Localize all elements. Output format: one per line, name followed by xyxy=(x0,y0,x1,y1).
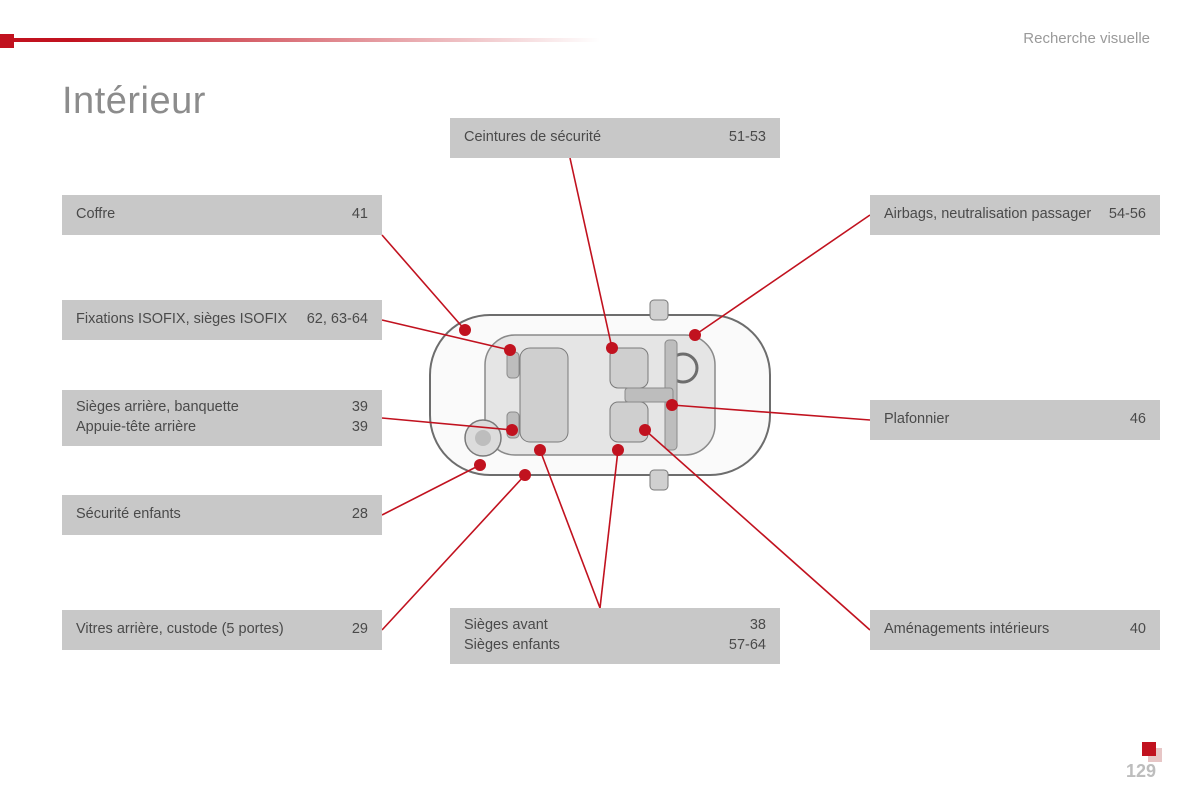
callout-isofix: Fixations ISOFIX, sièges ISOFIX 62, 63-64 xyxy=(62,300,382,340)
callout-pages: 57-64 xyxy=(729,636,766,656)
callout-airbags: Airbags, neutralisation passager 54-56 xyxy=(870,195,1160,235)
callout-label: Sièges arrière, banquette xyxy=(76,398,340,418)
callout-pages: 39 xyxy=(352,398,368,418)
callout-label: Appuie-tête arrière xyxy=(76,418,340,438)
callout-pages: 41 xyxy=(352,205,368,225)
callout-pages: 29 xyxy=(352,620,368,640)
page-corner-marker xyxy=(1142,742,1156,756)
callout-pages: 38 xyxy=(750,616,766,636)
callout-pages: 28 xyxy=(352,505,368,525)
page-title: Intérieur xyxy=(62,80,206,123)
callout-vitres-arriere: Vitres arrière, custode (5 portes) 29 xyxy=(62,610,382,650)
section-label: Recherche visuelle xyxy=(1023,30,1150,47)
callout-coffre: Coffre 41 xyxy=(62,195,382,235)
callout-label: Sièges enfants xyxy=(464,636,717,656)
callout-label: Coffre xyxy=(76,205,340,225)
callout-label: Vitres arrière, custode (5 portes) xyxy=(76,620,340,640)
callout-amenagements: Aménagements intérieurs 40 xyxy=(870,610,1160,650)
callout-label: Airbags, neutralisation passager xyxy=(884,205,1097,225)
callout-ceintures: Ceintures de sécurité 51-53 xyxy=(450,118,780,158)
callout-label: Sièges avant xyxy=(464,616,738,636)
callout-label: Ceintures de sécurité xyxy=(464,128,717,148)
callout-pages: 39 xyxy=(352,418,368,438)
page-number: 129 xyxy=(1126,761,1156,782)
callout-label: Fixations ISOFIX, sièges ISOFIX xyxy=(76,310,295,330)
callout-securite-enfants: Sécurité enfants 28 xyxy=(62,495,382,535)
callout-pages: 62, 63-64 xyxy=(307,310,368,330)
callout-sieges-arriere: Sièges arrière, banquette 39 Appuie-tête a… xyxy=(62,390,382,446)
callout-label: Plafonnier xyxy=(884,410,1118,430)
callout-pages: 54-56 xyxy=(1109,205,1146,225)
callout-pages: 51-53 xyxy=(729,128,766,148)
header-accent-bar xyxy=(0,38,600,42)
callout-label: Aménagements intérieurs xyxy=(884,620,1118,640)
callout-plafonnier: Plafonnier 46 xyxy=(870,400,1160,440)
car-top-view-diagram xyxy=(425,290,775,500)
callout-sieges-avant: Sièges avant 38 Sièges enfants 57-64 xyxy=(450,608,780,664)
callout-pages: 40 xyxy=(1130,620,1146,640)
callout-label: Sécurité enfants xyxy=(76,505,340,525)
callout-pages: 46 xyxy=(1130,410,1146,430)
